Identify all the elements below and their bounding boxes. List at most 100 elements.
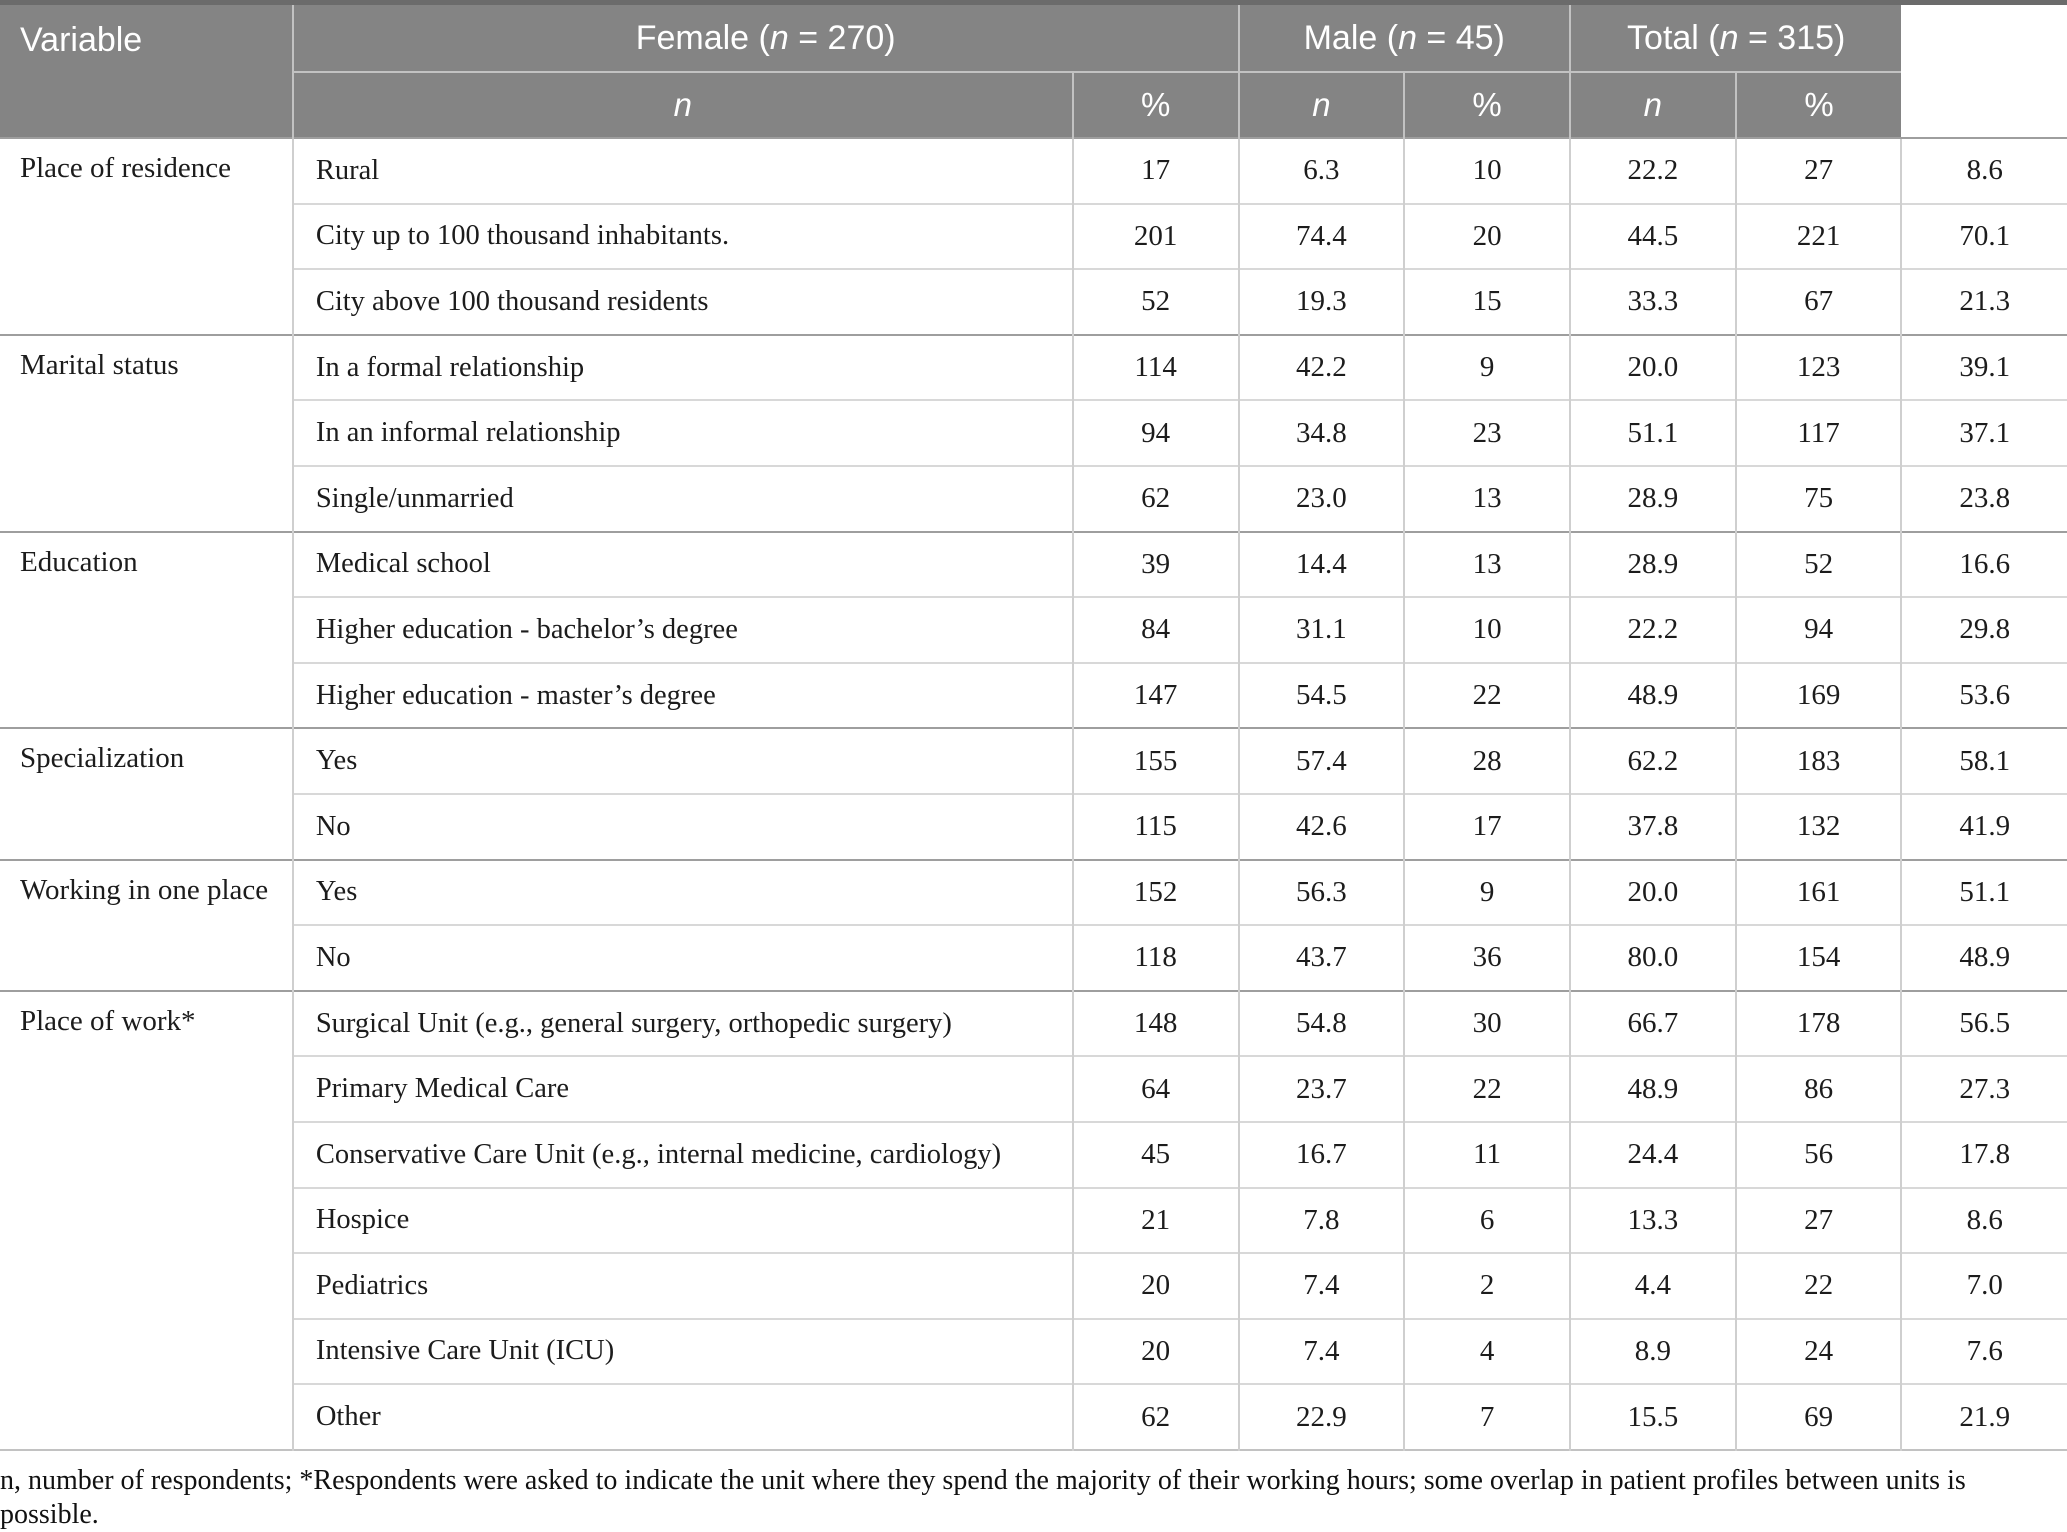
table-row: Specialization Yes 155 57.4 28 62.2 183 58.1 [0,727,2067,860]
subheader-n-male: n [1237,72,1405,138]
value-cell: 16.7 [1237,1120,1405,1188]
value-cell: 7.4 [1237,1317,1405,1385]
value-cell: 28 [1403,727,1570,794]
value-cell: 48.9 [1568,1055,1736,1122]
subheader-pct-total: % [1734,72,1902,138]
value-cell: 8.9 [1568,1317,1736,1385]
value-cell: 6.3 [1237,137,1405,204]
value-cell: 48.9 [1900,924,2067,991]
female-count: = 270) [788,18,896,57]
value-cell: 39.1 [1900,333,2067,401]
category-cell: No [291,924,1073,991]
value-cell: 13.3 [1568,1186,1736,1254]
value-cell: 80.0 [1568,924,1736,991]
value-cell: 21.3 [1900,268,2067,335]
category-cell: Medical school [291,530,1073,598]
value-cell: 27 [1734,137,1902,204]
value-cell: 70.1 [1900,202,2067,270]
value-cell: 4 [1403,1317,1570,1385]
value-cell: 154 [1734,924,1902,991]
value-cell: 36 [1403,924,1570,991]
value-cell: 115 [1071,792,1239,860]
variable-cell: Marital status [0,333,293,532]
category-cell: Higher education - bachelor’s degree [291,596,1073,663]
value-cell: 27 [1734,1186,1902,1254]
category-cell: Conservative Care Unit (e.g., internal m… [291,1120,1073,1188]
value-cell: 58.1 [1900,727,2067,794]
table-header: Variable Female (n = 270) Male (n = 45) … [0,2,2067,138]
total-n-symbol: n [1719,18,1739,57]
value-cell: 17 [1071,137,1239,204]
male-count: = 45) [1416,18,1505,57]
table-row: Education Medical school 39 14.4 13 28.9 52 16.… [0,530,2067,729]
subheader-pct-female: % [1071,72,1239,138]
value-cell: 41.9 [1900,792,2067,860]
value-cell: 4.4 [1568,1252,1736,1319]
value-cell: 15.5 [1568,1383,1736,1450]
value-cell: 7.4 [1237,1252,1405,1319]
value-cell: 86 [1734,1055,1902,1122]
value-cell: 52 [1071,268,1239,335]
value-cell: 7.6 [1900,1317,2067,1385]
value-cell: 51.1 [1568,399,1736,466]
value-cell: 43.7 [1237,924,1405,991]
male-label: Male ( [1303,18,1399,57]
female-label: Female ( [635,18,770,57]
category-cell: Yes [291,858,1073,926]
value-cell: 132 [1734,792,1902,860]
value-cell: 62 [1071,464,1239,532]
category-cell: Surgical Unit (e.g., general surgery, or… [291,989,1073,1057]
value-cell: 37.8 [1568,792,1736,860]
value-cell: 20.0 [1568,858,1736,926]
variable-cell: Place of residence [0,137,293,335]
table-body: Place of residence Rural 17 6.3 10 22.2 27 8.6 C… [0,137,2067,1450]
column-header-female: Female (n = 270) [291,2,1239,73]
category-cell: In a formal relationship [291,333,1073,401]
value-cell: 155 [1071,727,1239,794]
variable-cell: Education [0,530,293,729]
female-n-symbol: n [769,18,789,57]
table-row: No 115 42.6 17 37.8 132 41.9 [0,792,2067,860]
value-cell: 6 [1403,1186,1570,1254]
table-row: Pediatrics 20 7.4 2 4.4 22 7.0 [0,1252,2067,1319]
value-cell: 22.2 [1568,596,1736,663]
value-cell: 13 [1403,530,1570,598]
value-cell: 28.9 [1568,530,1736,598]
value-cell: 114 [1071,333,1239,401]
value-cell: 54.8 [1237,989,1405,1057]
value-cell: 22 [1734,1252,1902,1319]
table-row: Place of work* Surgical Unit (e.g., gener… [0,989,2067,1450]
value-cell: 15 [1403,268,1570,335]
value-cell: 22 [1403,1055,1570,1122]
table-row: Conservative Care Unit (e.g., internal m… [0,1120,2067,1188]
value-cell: 21 [1071,1186,1239,1254]
table-row: Working in one place Yes 152 56.3 9 20.0 161 51… [0,858,2067,991]
value-cell: 22.9 [1237,1383,1405,1450]
value-cell: 10 [1403,137,1570,204]
category-cell: Intensive Care Unit (ICU) [291,1317,1073,1385]
table-row: Marital status In a formal relationship 11… [0,333,2067,532]
value-cell: 37.1 [1900,399,2067,466]
value-cell: 169 [1734,661,1902,729]
value-cell: 183 [1734,727,1902,794]
total-count: = 315) [1738,18,1846,57]
table-row: Single/unmarried 62 23.0 13 28.9 75 23.8 [0,464,2067,532]
category-cell: Single/unmarried [291,464,1073,532]
value-cell: 56.5 [1900,989,2067,1057]
value-cell: 51.1 [1900,858,2067,926]
category-cell: Higher education - master’s degree [291,661,1073,729]
value-cell: 16.6 [1900,530,2067,598]
category-cell: No [291,792,1073,860]
value-cell: 42.6 [1237,792,1405,860]
value-cell: 20.0 [1568,333,1736,401]
value-cell: 74.4 [1237,202,1405,270]
value-cell: 75 [1734,464,1902,532]
table-row: Hospice 21 7.8 6 13.3 27 8.6 [0,1186,2067,1254]
value-cell: 22.2 [1568,137,1736,204]
value-cell: 21.9 [1900,1383,2067,1450]
value-cell: 10 [1403,596,1570,663]
value-cell: 57.4 [1237,727,1405,794]
value-cell: 8.6 [1900,137,2067,204]
value-cell: 17.8 [1900,1120,2067,1188]
value-cell: 48.9 [1568,661,1736,729]
